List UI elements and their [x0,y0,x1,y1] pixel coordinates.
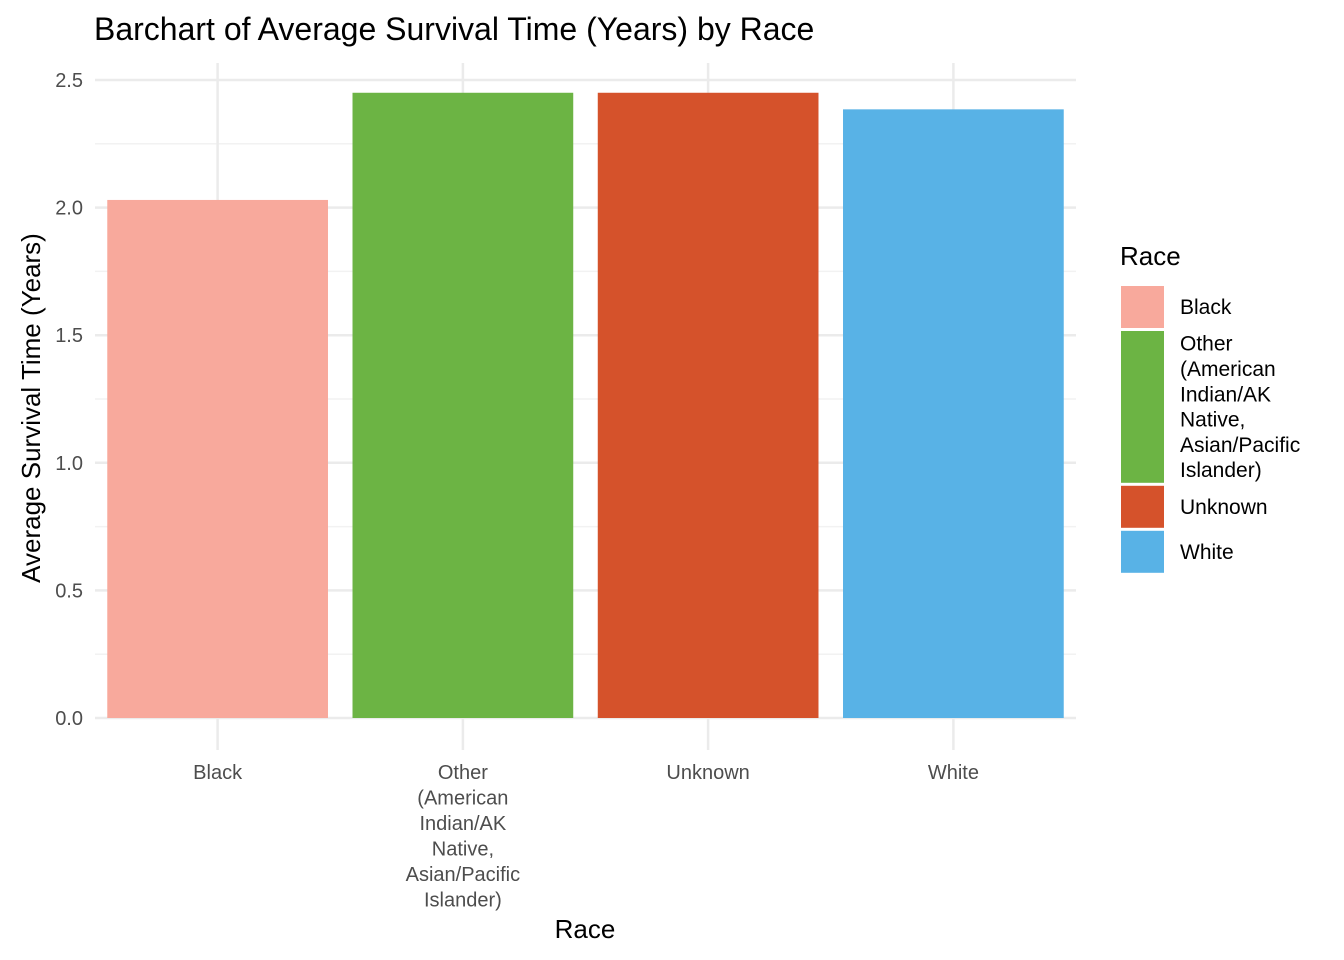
bar-2 [352,92,574,718]
legend-label: Other (American Indian/AK Native, Asian/Paci… [1180,333,1300,483]
x-tick-label: White [928,762,979,784]
legend: Race Black Other (American Indian/AK Native,… [1120,241,1300,573]
x-axis-title: Race [555,914,616,944]
x-axis-ticks: Black Other (American Indian/AK Native, Asian… [193,762,979,912]
legend-key-2 [1121,331,1164,483]
y-axis-ticks: 0.0 0.5 1.0 1.5 2.0 2.5 [55,70,83,730]
x-tick-label: Unknown [666,762,749,784]
x-tick-label: Other (American Indian/AK Native, Asian/Paci… [406,762,521,912]
bars [107,92,1064,719]
bar-1 [107,199,328,719]
x-tick-label: Black [193,762,243,784]
y-tick-label: 0.5 [55,580,83,602]
legend-key-1 [1121,286,1164,328]
y-tick-label: 0.0 [55,708,83,730]
legend-key-3 [1121,485,1164,528]
y-tick-label: 2.0 [55,198,83,220]
chart-title: Barchart of Average Survival Time (Years… [94,11,814,47]
legend-items: Black Other (American Indian/AK Native, Asian… [1121,286,1300,573]
legend-label: White [1180,541,1234,564]
y-tick-label: 1.0 [55,453,83,475]
legend-title: Race [1120,241,1181,271]
y-tick-label: 1.5 [55,325,83,347]
legend-label: Unknown [1180,496,1268,519]
y-tick-label: 2.5 [55,70,83,92]
legend-label: Black [1180,296,1232,319]
y-axis-title: Average Survival Time (Years) [16,233,46,583]
bar-4 [843,109,1064,718]
bar-3 [597,92,819,718]
legend-key-4 [1121,530,1164,573]
